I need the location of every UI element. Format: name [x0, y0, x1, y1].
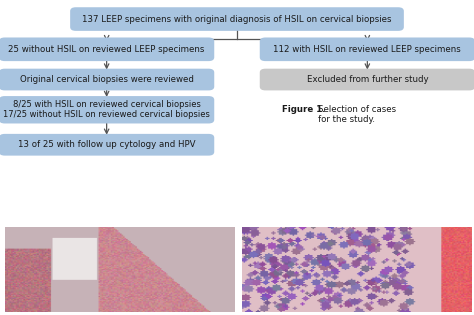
Text: 25 without HSIL on reviewed LEEP specimens: 25 without HSIL on reviewed LEEP specime… — [9, 45, 205, 54]
FancyBboxPatch shape — [0, 69, 214, 90]
FancyBboxPatch shape — [0, 96, 214, 123]
Text: Figure 1.: Figure 1. — [282, 105, 326, 114]
FancyBboxPatch shape — [0, 37, 214, 61]
FancyBboxPatch shape — [0, 134, 214, 156]
FancyBboxPatch shape — [260, 37, 474, 61]
Text: 13 of 25 with follow up cytology and HPV: 13 of 25 with follow up cytology and HPV — [18, 140, 195, 149]
FancyBboxPatch shape — [260, 69, 474, 90]
Text: Original cervical biopsies were reviewed: Original cervical biopsies were reviewed — [20, 75, 193, 84]
Text: 137 LEEP specimens with original diagnosis of HSIL on cervical biopsies: 137 LEEP specimens with original diagnos… — [82, 14, 392, 24]
FancyBboxPatch shape — [70, 7, 404, 31]
Text: Selection of cases
for the study.: Selection of cases for the study. — [318, 105, 396, 124]
Text: 8/25 with HSIL on reviewed cervical biopsies
17/25 without HSIL on reviewed cerv: 8/25 with HSIL on reviewed cervical biop… — [3, 100, 210, 119]
Text: 112 with HSIL on reviewed LEEP specimens: 112 with HSIL on reviewed LEEP specimens — [273, 45, 461, 54]
Text: Excluded from further study: Excluded from further study — [307, 75, 428, 84]
